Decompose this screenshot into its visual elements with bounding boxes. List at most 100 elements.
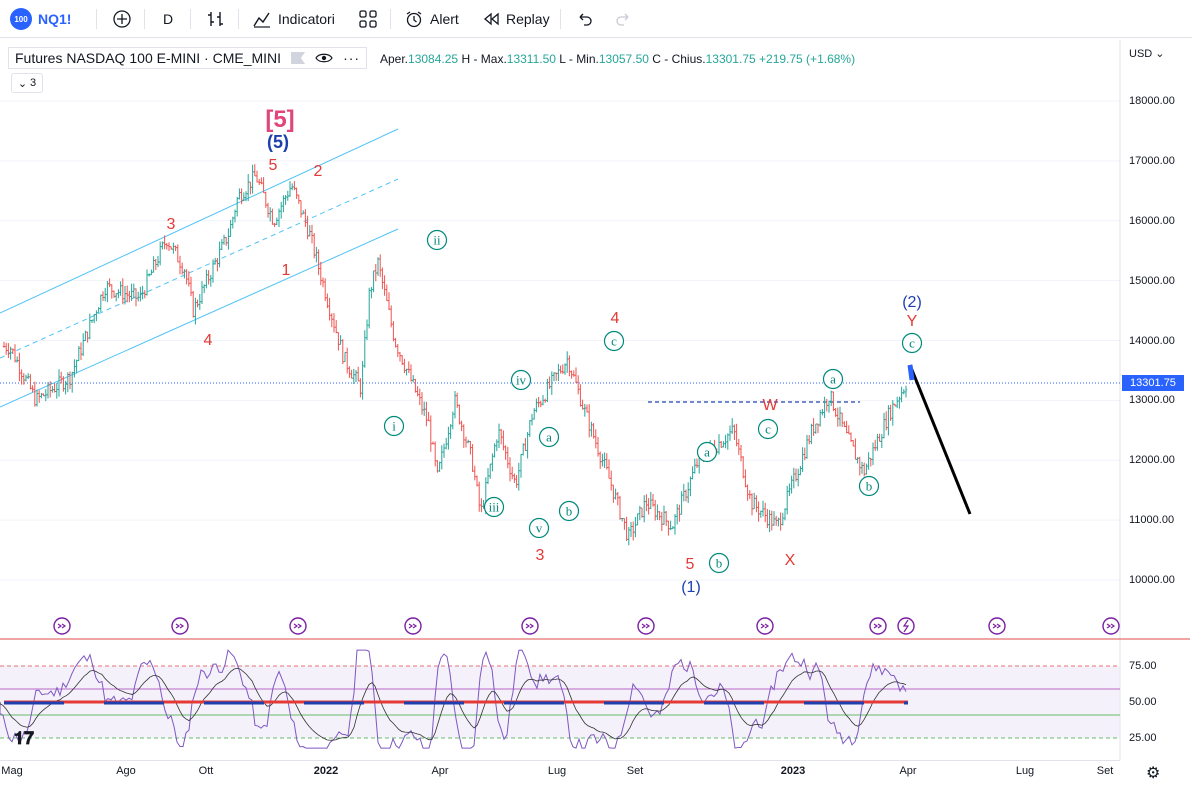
replay-button[interactable]: Replay	[482, 6, 550, 32]
redo-button[interactable]	[614, 6, 632, 32]
toolbar-divider	[390, 9, 391, 29]
rsi-ma-line	[0, 667, 907, 741]
price-bar	[645, 494, 648, 512]
time-tick: Lug	[1015, 765, 1035, 777]
wave-circle-text: c	[611, 334, 617, 349]
wave-circle-text: a	[704, 445, 710, 460]
wave-label-green: a	[696, 441, 718, 463]
price-tick: 10000.00	[1129, 574, 1175, 586]
price-bar	[20, 369, 23, 385]
price-bar	[821, 408, 824, 416]
price-chart[interactable]: [5](5)(1)(2)5 2314435WXYiiiiviiivabcabcab…	[0, 40, 1192, 792]
wave-label-red: W	[762, 397, 778, 414]
price-bar	[590, 421, 593, 437]
wave-circle	[901, 332, 923, 354]
indicators-button[interactable]: Indicatori	[252, 6, 335, 32]
symbol-legend[interactable]: Futures NASDAQ 100 E-MINI · CME_MINI ···	[8, 47, 368, 69]
wave-circle-text: b	[866, 479, 873, 494]
price-bar	[460, 420, 463, 432]
last-bar-highlight	[907, 364, 915, 381]
alert-button[interactable]: Alert	[404, 6, 459, 32]
wave-circle	[538, 426, 560, 448]
wave-label-big5: [5]	[265, 106, 294, 133]
wave-label-red: 3	[536, 547, 545, 564]
chart-type-button[interactable]	[206, 6, 226, 32]
wave-label-red: 2	[314, 163, 323, 180]
toolbar-divider	[96, 9, 97, 29]
price-bar	[416, 386, 419, 397]
wave-circle	[558, 500, 580, 522]
chevron-down-icon: ⌄	[1155, 48, 1165, 60]
layout-button[interactable]	[358, 6, 378, 32]
price-tick: 17000.00	[1129, 154, 1175, 167]
toolbar-divider	[238, 9, 239, 29]
wave-circle	[708, 552, 730, 574]
time-tick: 2022	[313, 765, 339, 777]
gear-icon[interactable]: ⚙	[1146, 765, 1161, 782]
wave-circle-text: v	[536, 521, 543, 536]
wave-label-green: a	[822, 368, 844, 390]
double-chevron-icon	[293, 623, 303, 629]
wave-label-red: 3	[167, 216, 176, 233]
price-bar	[579, 384, 582, 407]
wave-label-red: 4	[611, 310, 620, 327]
time-axis[interactable]: Mag Ago Ott 2022 Apr Lug Set 2023 Apr Lug Set	[0, 760, 1120, 793]
interval-button[interactable]: D	[163, 6, 173, 32]
wave-circle	[822, 368, 844, 390]
price-bar	[273, 222, 276, 228]
price-bar	[777, 517, 780, 527]
wave-label-red: 1	[282, 262, 291, 279]
wave-circle	[383, 415, 405, 437]
grid-layout-icon	[359, 10, 377, 28]
double-chevron-icon	[760, 623, 770, 629]
wave-circle	[858, 475, 880, 497]
wave-label-green: b	[708, 552, 730, 574]
price-bar	[51, 385, 54, 393]
wave-label-green: i	[383, 415, 405, 437]
price-bar	[667, 520, 670, 536]
price-bar	[887, 405, 890, 436]
eye-icon[interactable]	[315, 52, 333, 64]
time-tick: Ott	[198, 765, 214, 777]
wave-circle	[757, 418, 779, 440]
time-tick: Lug	[547, 765, 567, 777]
high-label: H - Max.	[461, 52, 507, 66]
tradingview-logo: 𝟏𝟕	[14, 728, 35, 748]
price-bar	[493, 443, 496, 458]
symbol-search[interactable]: 100 NQ1!	[10, 6, 71, 32]
undo-button[interactable]	[576, 6, 594, 32]
high-value: 13311.50	[506, 52, 556, 66]
price-bar	[513, 473, 516, 483]
indicator-count: 3	[30, 77, 37, 89]
channel-lower	[0, 228, 399, 408]
time-tick: Apr	[899, 765, 917, 777]
wave-label-red: Y	[907, 313, 918, 330]
price-bar	[656, 504, 659, 520]
indicators-toggle[interactable]: ⌄ 3	[11, 73, 43, 93]
wave-label-red: 5	[686, 556, 695, 573]
more-icon[interactable]: ···	[343, 50, 361, 66]
time-tick: 2023	[780, 765, 806, 777]
replay-label: Replay	[506, 11, 550, 27]
price-tick: 15000.00	[1129, 274, 1175, 287]
currency-selector[interactable]: USD ⌄	[1129, 47, 1165, 60]
price-bar	[405, 368, 408, 376]
flag-icon[interactable]	[291, 52, 306, 64]
wave-circle-text: iii	[489, 500, 500, 515]
wave-label-green: ii	[426, 229, 448, 251]
double-chevron-icon	[641, 623, 651, 629]
rsi-line	[0, 649, 907, 749]
wave-label-green: c	[757, 418, 779, 440]
price-bar	[40, 393, 43, 399]
low-value: 13057.50	[598, 52, 649, 66]
toolbar-divider	[144, 9, 145, 29]
price-tick: 18000.00	[1129, 95, 1175, 107]
compare-button[interactable]	[112, 6, 132, 32]
lightning-icon	[902, 619, 910, 633]
time-tick: Ago	[116, 765, 136, 777]
wave-label-green: a	[538, 426, 560, 448]
wave-circle-text: a	[546, 430, 552, 445]
wave-label-green: c	[603, 330, 625, 352]
price-bar	[535, 398, 538, 413]
top-toolbar: 100 NQ1! D Indicatori Alert Replay	[0, 0, 1192, 38]
